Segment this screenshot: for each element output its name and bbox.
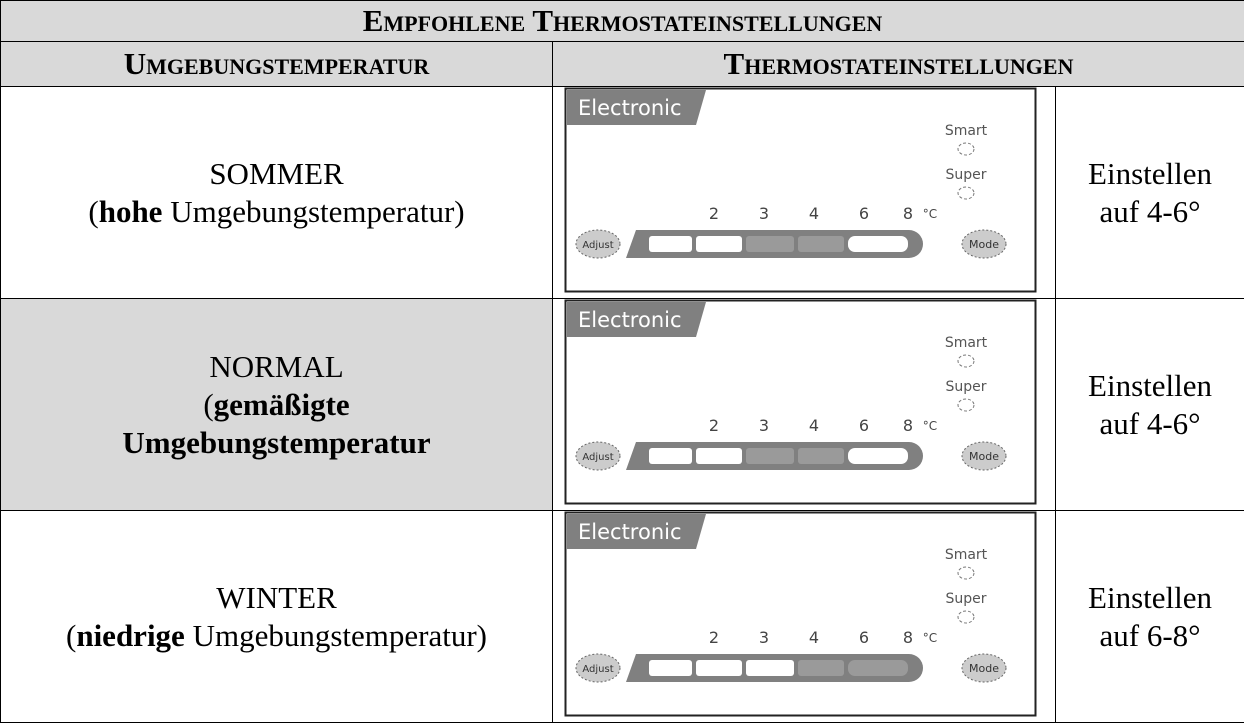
description-part: hohe <box>99 194 163 229</box>
brand-label: Electronic <box>578 520 682 544</box>
smart-label: Smart <box>945 335 988 351</box>
super-label: Super <box>945 379 986 395</box>
mode-label: Mode <box>969 662 999 675</box>
slider-segment <box>696 660 742 676</box>
scale-unit: °C <box>923 419 937 433</box>
slider-segment <box>848 236 908 252</box>
scale-unit: °C <box>923 207 937 221</box>
setting-text: auf 6-8° <box>1056 617 1244 655</box>
scale-label: 3 <box>759 628 769 647</box>
panel-cell: Electronic Smart Super 2 3 4 6 8 °C Adjust Mode <box>553 511 1056 723</box>
table-row: SOMMER(hohe Umgebungstemperatur)Electron… <box>1 87 1244 299</box>
adjust-label: Adjust <box>582 452 613 463</box>
slider-segment <box>746 236 794 252</box>
condition-cell: NORMAL(gemäßigte Umgebungstemperatur <box>1 299 553 511</box>
description-part: ( <box>66 618 76 653</box>
brand-label: Electronic <box>578 96 682 120</box>
scale-label: 3 <box>759 416 769 435</box>
scale-label: 4 <box>809 204 819 223</box>
column-header: Thermostateinstellungen <box>553 42 1244 87</box>
description-part: ( <box>203 387 213 422</box>
table-body: SOMMER(hohe Umgebungstemperatur)Electron… <box>1 87 1244 723</box>
adjust-label: Adjust <box>582 664 613 675</box>
description-part: gemäßigte Umgebungstemperatur <box>122 387 430 460</box>
thermostat-panel: Electronic Smart Super 2 3 4 6 8 °C Adjust Mode <box>564 87 1044 293</box>
scale-label: 6 <box>859 204 869 223</box>
description-part: ( <box>88 194 98 229</box>
slider-segment <box>696 448 742 464</box>
setting-text: auf 4-6° <box>1056 405 1244 443</box>
description-part: niedrige <box>76 618 185 653</box>
table-title: Empfohlene Thermostateinstellungen <box>1 1 1244 42</box>
setting-text: auf 4-6° <box>1056 193 1244 231</box>
scale-label: 3 <box>759 204 769 223</box>
season-description: (niedrige Umgebungstemperatur) <box>1 617 552 655</box>
slider-segment <box>696 236 742 252</box>
scale-label: 6 <box>859 628 869 647</box>
thermostat-panel: Electronic Smart Super 2 3 4 6 8 °C Adjust Mode <box>564 299 1044 505</box>
season-name: WINTER <box>1 579 552 617</box>
settings-table: Empfohlene Thermostateinstellungen Umgeb… <box>0 0 1244 723</box>
scale-label: 8 <box>903 628 913 647</box>
setting-text: Einstellen <box>1056 155 1244 193</box>
super-label: Super <box>945 591 986 607</box>
mode-label: Mode <box>969 238 999 251</box>
slider-segment <box>848 660 908 676</box>
panel-cell: Electronic Smart Super 2 3 4 6 8 °C Adjust Mode <box>553 87 1056 299</box>
scale-label: 4 <box>809 628 819 647</box>
scale-label: 8 <box>903 416 913 435</box>
slider-segment <box>848 448 908 464</box>
thermostat-panel: Electronic Smart Super 2 3 4 6 8 °C Adjust Mode <box>564 511 1044 717</box>
smart-label: Smart <box>945 547 988 563</box>
slider-segment <box>649 236 692 252</box>
smart-label: Smart <box>945 123 988 139</box>
slider-segment <box>649 660 692 676</box>
scale-label: 8 <box>903 204 913 223</box>
panel-cell: Electronic Smart Super 2 3 4 6 8 °C Adjust Mode <box>553 299 1056 511</box>
scale-label: 4 <box>809 416 819 435</box>
condition-cell: SOMMER(hohe Umgebungstemperatur) <box>1 87 553 299</box>
slider-segment <box>798 448 844 464</box>
super-label: Super <box>945 167 986 183</box>
slider-segment <box>798 236 844 252</box>
slider-segment <box>746 448 794 464</box>
description-part: Umgebungstemperatur) <box>162 194 464 229</box>
scale-label: 2 <box>709 204 719 223</box>
slider-segment <box>649 448 692 464</box>
season-description: (gemäßigte Umgebungstemperatur <box>1 386 552 462</box>
season-description: (hohe Umgebungstemperatur) <box>1 193 552 231</box>
setting-text: Einstellen <box>1056 579 1244 617</box>
page: Empfohlene Thermostateinstellungen Umgeb… <box>0 0 1244 699</box>
scale-label: 2 <box>709 628 719 647</box>
condition-cell: WINTER(niedrige Umgebungstemperatur) <box>1 511 553 723</box>
scale-label: 6 <box>859 416 869 435</box>
scale-label: 2 <box>709 416 719 435</box>
slider-segment <box>746 660 794 676</box>
description-part: Umgebungstemperatur) <box>185 618 487 653</box>
scale-unit: °C <box>923 631 937 645</box>
brand-label: Electronic <box>578 308 682 332</box>
season-name: SOMMER <box>1 155 552 193</box>
setting-text: Einstellen <box>1056 367 1244 405</box>
column-header: Umgebungstemperatur <box>1 42 553 87</box>
mode-label: Mode <box>969 450 999 463</box>
table-row: WINTER(niedrige Umgebungstemperatur)Elec… <box>1 511 1244 723</box>
season-name: NORMAL <box>1 348 552 386</box>
adjust-label: Adjust <box>582 240 613 251</box>
slider-segment <box>798 660 844 676</box>
